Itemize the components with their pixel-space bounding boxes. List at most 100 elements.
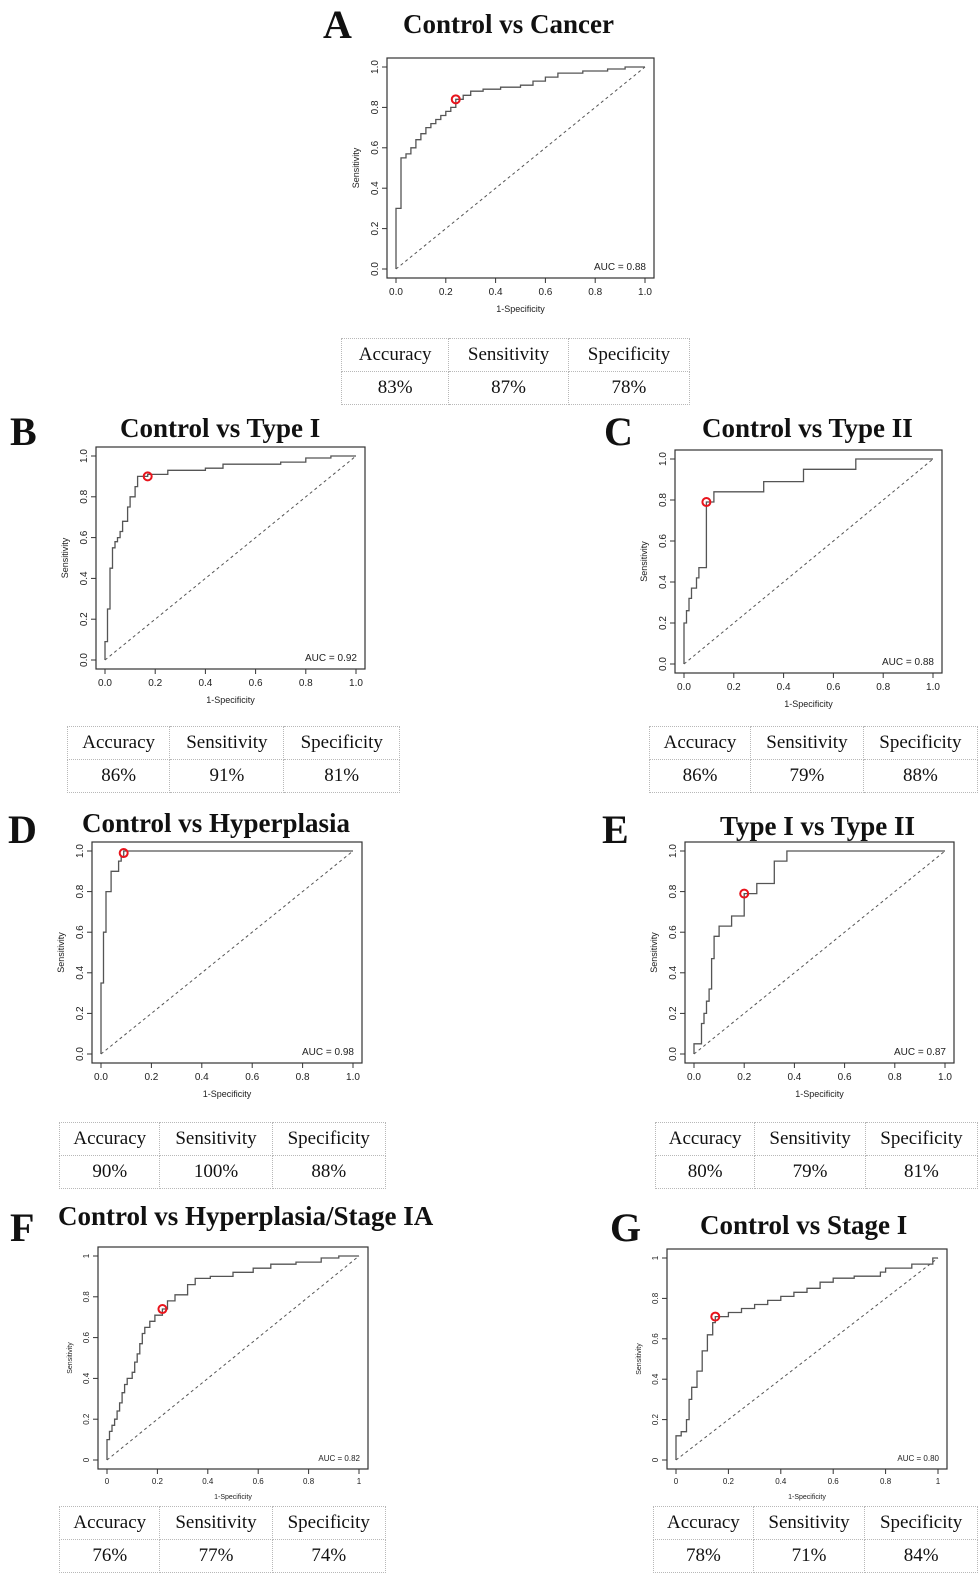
auc-label: AUC = 0.82 [318,1454,360,1463]
metrics-value-row: 86% 79% 88% [648,759,979,793]
sensitivity-header: Sensitivity [159,1122,273,1156]
diagonal-reference-line [106,1255,360,1461]
panel-letter-a: A [323,2,352,47]
y-tick-label: 0.6 [82,1331,91,1343]
y-tick-label: 1 [82,1253,91,1258]
x-tick-label: 0.4 [777,682,791,693]
y-tick-label: 0.8 [75,884,86,898]
y-axis-label: Sensitivity [649,932,659,973]
specificity-value: 88% [271,1155,387,1189]
panel-letter-c: C [604,409,633,454]
x-tick-label: 1.0 [926,682,940,693]
optimal-cutoff-marker [701,497,712,508]
x-tick-label: 1.0 [349,678,363,689]
roc-curve [104,455,356,660]
roc-curve [395,66,645,269]
y-tick-label: 0.8 [370,100,381,114]
x-tick-label: 0 [674,1477,679,1486]
accuracy-value: 83% [340,371,450,405]
y-tick-label: 0.0 [370,262,381,276]
optimal-cutoff-marker [710,1311,721,1322]
auc-label: AUC = 0.88 [882,657,934,668]
sensitivity-value: 79% [754,1155,866,1189]
specificity-value: 81% [864,1155,979,1189]
y-axis-label: Sensitivity [56,932,66,973]
x-tick-label: 0.4 [195,1072,209,1083]
metrics-header-row: Accuracy Sensitivity Specificity [58,1506,387,1540]
optimal-cutoff-marker [739,888,750,899]
accuracy-header: Accuracy [340,338,450,372]
x-axis-label: 1-Specificity [795,1089,844,1099]
y-tick-label: 0.8 [658,493,669,507]
x-tick-label: 0.4 [198,678,212,689]
panel-title-d: Control vs Hyperplasia [82,808,351,838]
y-tick-label: 0.4 [668,965,679,979]
metrics-value-row: 78% 71% 84% [653,1539,978,1573]
accuracy-value: 86% [66,759,171,793]
optimal-cutoff-marker [142,471,153,482]
x-tick-label: 0.2 [152,1477,164,1486]
panel-letter-d: D [8,807,37,852]
x-tick-label: 0.8 [303,1477,315,1486]
x-tick-label: 0.0 [94,1072,108,1083]
auc-label: AUC = 0.87 [894,1047,946,1058]
metrics-value-row: 80% 79% 81% [654,1155,979,1189]
panel-title-e: Type I vs Type II [720,811,916,841]
y-tick-label: 0.4 [658,575,669,589]
specificity-value: 74% [271,1539,387,1573]
specificity-value: 78% [567,371,691,405]
y-tick-label: 0.6 [651,1333,660,1345]
specificity-value: 81% [283,759,400,793]
metrics-value-row: 76% 77% 74% [58,1539,387,1573]
x-tick-label: 0.8 [880,1477,892,1486]
metrics-header-row: Accuracy Sensitivity Specificity [654,1122,979,1156]
y-tick-label: 0.4 [82,1372,91,1384]
y-tick-label: 0.2 [651,1413,660,1425]
panel-letter-b: B [10,409,37,454]
auc-label: AUC = 0.88 [594,262,646,273]
x-tick-label: 0.0 [389,287,403,298]
x-tick-label: 0.0 [677,682,691,693]
y-tick-label: 0 [651,1457,660,1462]
sensitivity-value: 87% [448,371,569,405]
x-axis-label: 1-Specificity [206,695,255,705]
sensitivity-header: Sensitivity [159,1506,273,1540]
y-axis-label: Sensitivity [67,1342,74,1374]
x-tick-label: 0.6 [245,1072,259,1083]
y-tick-label: 0.2 [370,221,381,235]
metrics-table-f: Accuracy Sensitivity Specificity 76% 77%… [58,1506,387,1573]
specificity-header: Specificity [864,1122,979,1156]
y-tick-label: 0.8 [651,1292,660,1304]
y-tick-label: 0.8 [79,489,90,503]
x-tick-label: 0.8 [888,1072,902,1083]
panel-letter-e: E [602,807,629,852]
x-tick-label: 0.6 [538,287,552,298]
x-tick-label: 0.2 [727,682,741,693]
plot-frame [684,841,955,1064]
accuracy-value: 90% [58,1155,161,1189]
panel-letter-g: G [610,1205,642,1250]
y-tick-label: 0.2 [79,612,90,626]
x-tick-label: 1 [936,1477,941,1486]
y-tick-label: 1.0 [79,449,90,463]
y-tick-label: 1.0 [658,452,669,466]
panel-letter-f: F [10,1205,35,1250]
y-axis-label: Sensitivity [639,541,649,582]
x-tick-label: 1.0 [938,1072,952,1083]
metrics-value-row: 83% 87% 78% [340,371,691,405]
panel-title-c: Control vs Type II [702,413,913,443]
x-tick-label: 0.8 [296,1072,310,1083]
sensitivity-value: 79% [750,759,864,793]
panel-title-g: Control vs Stage I [700,1210,908,1240]
x-axis-label: 1-Specificity [788,1494,826,1501]
sensitivity-value: 71% [752,1539,866,1573]
metrics-table-a: Accuracy Sensitivity Specificity 83% 87%… [340,338,691,405]
x-tick-label: 0.2 [144,1072,158,1083]
accuracy-value: 80% [654,1155,756,1189]
metrics-value-row: 86% 91% 81% [66,759,400,793]
y-tick-label: 0.4 [79,571,90,585]
plot-frame [674,449,943,674]
sensitivity-value: 91% [169,759,285,793]
y-tick-label: 0.8 [82,1291,91,1303]
